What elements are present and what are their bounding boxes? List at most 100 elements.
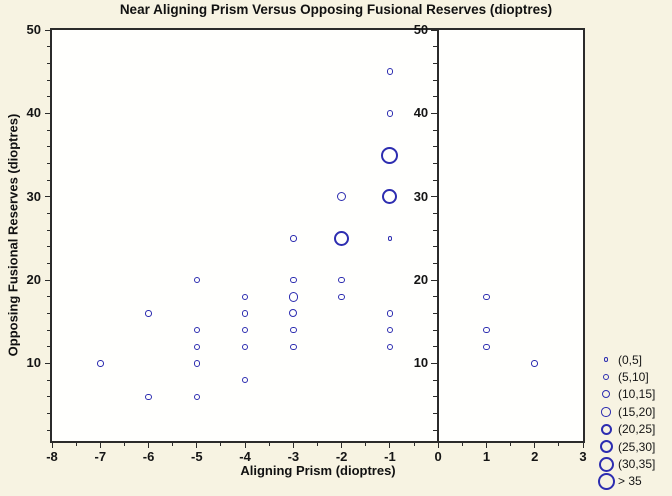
- x-axis-major-tick: [389, 442, 391, 448]
- x-axis-tick-label: -6: [142, 449, 155, 464]
- data-point: [386, 110, 394, 117]
- legend-marker-cell: [594, 407, 618, 417]
- plot-inner: 10 20 30 40 50 -8 -7 -6 -5 -4 -3 -2 -1 0 1 2 3 50 40 30 20 10: [27, 23, 587, 464]
- y-axis-minor-tick: [47, 412, 51, 414]
- x-axis-major-tick: [292, 442, 294, 448]
- inner-y-axis-minor-tick: [433, 96, 438, 98]
- inner-y-axis-major-tick: [431, 362, 438, 364]
- y-axis-minor-tick: [47, 162, 51, 164]
- data-point: [193, 360, 201, 367]
- legend-label: (5,10]: [618, 370, 649, 385]
- legend-marker-cell: [594, 440, 618, 454]
- x-axis-tick-label: -2: [335, 449, 348, 464]
- x-axis-tick-label: -1: [384, 449, 396, 464]
- legend-row: > 35: [594, 472, 672, 490]
- data-point: [241, 310, 249, 317]
- y-axis-minor-tick: [47, 396, 51, 398]
- legend-label: (15,20]: [618, 404, 656, 419]
- x-axis-major-tick: [582, 442, 584, 448]
- y-axis-minor-tick: [47, 246, 51, 248]
- legend-label: > 35: [618, 474, 642, 489]
- data-point: [338, 276, 345, 284]
- y-axis-minor-tick: [47, 146, 51, 148]
- inner-y-axis-minor-tick: [433, 146, 438, 148]
- x-axis-major-tick: [51, 442, 53, 448]
- legend-bubble-icon: [597, 472, 615, 490]
- y-axis-major-tick: [45, 29, 51, 31]
- x-axis-tick-label: -5: [191, 449, 203, 464]
- x-axis-major-tick: [534, 442, 536, 448]
- x-axis-tick-label: 3: [579, 449, 587, 464]
- x-axis-minor-tick: [317, 442, 318, 446]
- legend-label: (20,25]: [618, 422, 656, 437]
- x-axis-tick-label: 1: [482, 449, 491, 464]
- data-point: [386, 343, 394, 351]
- y-axis-tick-label: 30: [26, 188, 41, 204]
- legend-row: (30,35]: [594, 455, 672, 472]
- inner-y-axis-minor-tick: [433, 79, 438, 81]
- y-axis-minor-tick: [47, 229, 51, 231]
- legend-row: (20,25]: [594, 421, 672, 438]
- data-point: [381, 146, 399, 164]
- legend-bubble-icon: [602, 390, 610, 399]
- x-axis-title: Aligning Prism (dioptres): [240, 463, 396, 478]
- y-axis-minor-tick: [47, 329, 51, 331]
- y-axis-minor-tick: [47, 129, 51, 131]
- data-point: [241, 376, 249, 384]
- y-axis-minor-tick: [47, 346, 51, 348]
- x-axis-tick-label: 2: [531, 449, 539, 464]
- data-point: [290, 235, 297, 242]
- y-axis-minor-tick: [47, 79, 51, 81]
- inner-y-axis-tick-label: 50: [413, 22, 429, 37]
- data-point: [483, 293, 490, 301]
- x-axis-minor-tick: [558, 442, 560, 446]
- x-axis-major-tick: [485, 442, 487, 448]
- inner-y-axis-tick-label: 40: [413, 105, 429, 121]
- x-axis-major-tick: [244, 442, 246, 448]
- inner-y-axis-minor-tick: [433, 346, 438, 348]
- x-axis-tick-label: -4: [239, 449, 251, 464]
- data-point: [290, 276, 297, 284]
- data-point: [290, 326, 297, 334]
- y-axis-major-tick: [45, 279, 51, 281]
- data-point: [193, 326, 201, 334]
- data-point: [145, 310, 152, 317]
- inner-y-axis-minor-tick: [433, 296, 438, 298]
- data-point: [241, 343, 249, 351]
- x-axis-tick-label: -8: [46, 449, 58, 464]
- y-axis-minor-tick: [47, 212, 51, 214]
- data-point: [483, 343, 490, 351]
- inner-y-axis-major-tick: [431, 279, 438, 281]
- legend-row: (10,15]: [594, 386, 672, 403]
- x-axis-major-tick: [99, 442, 101, 448]
- legend-marker-cell: [594, 373, 618, 381]
- data-point: [483, 326, 490, 334]
- data-point: [382, 189, 398, 205]
- legend-marker-cell: [594, 357, 618, 362]
- x-axis-major-tick: [437, 442, 439, 448]
- inner-y-axis-minor-tick: [433, 129, 438, 131]
- inner-y-axis-tick-label: 30: [413, 188, 429, 204]
- legend-row: (0,5]: [594, 351, 672, 368]
- legend-bubble-icon: [600, 423, 612, 435]
- inner-y-axis-minor-tick: [433, 62, 438, 64]
- legend-bubble-icon: [601, 407, 611, 417]
- legend-marker-cell: [594, 390, 618, 399]
- legend-bubble-icon: [602, 373, 610, 381]
- inner-y-axis-minor-tick: [433, 229, 438, 231]
- data-point: [290, 343, 297, 351]
- x-axis-minor-tick: [461, 442, 463, 446]
- x-axis-major-tick: [148, 442, 150, 448]
- legend-label: (10,15]: [618, 387, 656, 402]
- y-axis-minor-tick: [47, 262, 51, 264]
- y-axis-minor-tick: [47, 312, 51, 314]
- legend-label: (25,30]: [618, 439, 656, 454]
- y-axis-tick-label: 10: [26, 355, 41, 371]
- inner-y-axis-major-tick: [431, 196, 438, 198]
- y-axis-major-tick: [45, 112, 51, 114]
- legend-row: (25,30]: [594, 438, 672, 455]
- y-axis-minor-tick: [47, 379, 51, 381]
- y-axis-minor-tick: [47, 296, 51, 298]
- data-point: [193, 276, 201, 284]
